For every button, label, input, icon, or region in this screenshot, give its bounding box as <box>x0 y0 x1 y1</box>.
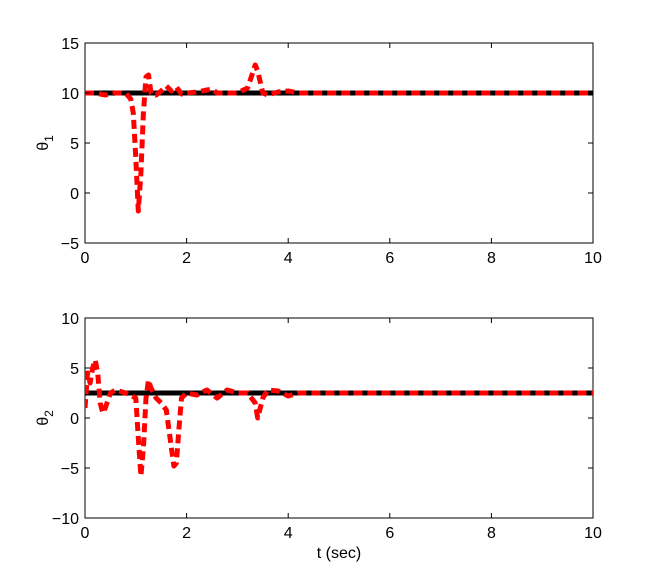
y-tick-label: 5 <box>70 361 79 378</box>
x-axis-label: t (sec) <box>317 545 361 562</box>
subplot-theta2: 0 2 4 6 8 10 −10 −5 0 5 10 θ2 t (sec) <box>35 311 602 562</box>
x-tick-label: 4 <box>284 250 293 267</box>
y-tick-label: 10 <box>61 86 79 103</box>
response-line <box>85 357 593 479</box>
x-tick-label: 6 <box>385 250 394 267</box>
y-tick-label: 5 <box>70 136 79 153</box>
y-tick-label: 10 <box>61 311 79 328</box>
y-axis-label: θ1 <box>35 135 56 151</box>
x-tick-label: 6 <box>385 525 394 542</box>
x-tick-label: 8 <box>487 250 496 267</box>
y-tick-label: 0 <box>70 186 79 203</box>
y-axis-label: θ2 <box>35 410 56 426</box>
y-tick-label: 0 <box>70 411 79 428</box>
x-tick-label: 10 <box>584 525 602 542</box>
y-tick-label: −5 <box>61 236 79 253</box>
y-tick-label: −10 <box>52 511 79 528</box>
x-tick-label: 2 <box>182 525 191 542</box>
x-tick-label: 2 <box>182 250 191 267</box>
x-tick-label: 4 <box>284 525 293 542</box>
y-tick-label: −5 <box>61 461 79 478</box>
x-tick-label: 10 <box>584 250 602 267</box>
y-tick-label: 15 <box>61 36 79 53</box>
x-tick-label: 0 <box>81 525 90 542</box>
response-line <box>85 62 593 214</box>
x-tick-label: 8 <box>487 525 496 542</box>
x-tick-label: 0 <box>81 250 90 267</box>
